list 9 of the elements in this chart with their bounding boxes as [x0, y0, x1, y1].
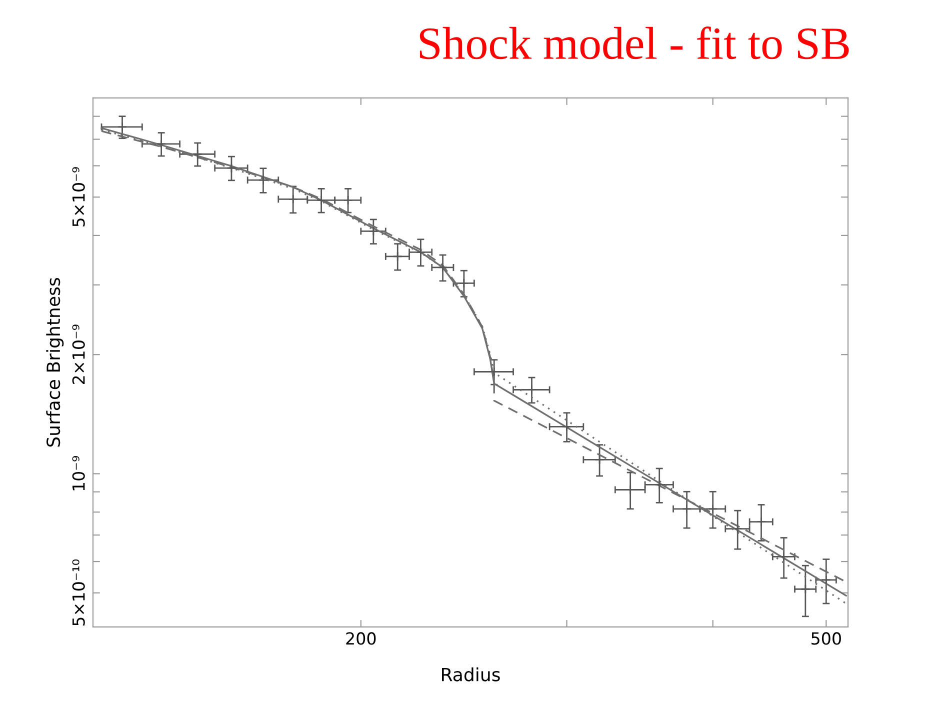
y-axis-title: Surface Brightness [46, 278, 64, 447]
y-tick-label: 5×10⁻¹⁰ [72, 559, 85, 626]
x-axis-title: Radius [442, 667, 500, 682]
x-tick-label: 200 [346, 632, 376, 645]
y-tick-label: 5×10⁻⁹ [72, 167, 85, 226]
chart-title: Shock model - fit to SB [420, 26, 849, 60]
x-tick-label: 500 [812, 632, 841, 645]
y-tick-label: 10⁻⁹ [72, 456, 85, 490]
y-tick-label: 2×10⁻⁹ [72, 324, 85, 384]
